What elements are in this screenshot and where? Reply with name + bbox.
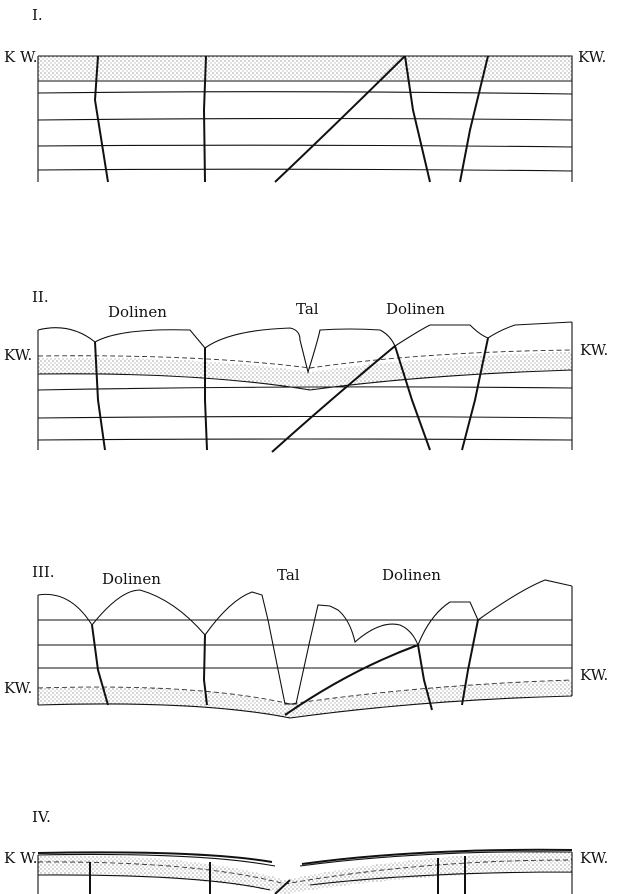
strata: [37, 579, 573, 719]
faults: [94, 337, 489, 453]
left-label: K W.: [4, 849, 38, 867]
panel-numeral: III.: [32, 563, 55, 581]
label: Tal: [277, 566, 300, 584]
left-label: KW.: [4, 679, 32, 697]
left-label: KW.: [4, 346, 32, 364]
label: Dolinen: [102, 570, 161, 588]
right-label: KW.: [580, 341, 608, 359]
water-line: [37, 349, 573, 369]
label: Tal: [296, 300, 319, 318]
panel-numeral: IV.: [32, 808, 51, 826]
label: Dolinen: [108, 303, 167, 321]
panel-4: IV. K W. KW.: [4, 808, 608, 894]
strata: [37, 321, 573, 450]
right-label: KW.: [580, 666, 608, 684]
sandstone: [38, 352, 572, 390]
strata: [37, 851, 573, 894]
panel-numeral: I.: [32, 6, 43, 24]
panel-1: I. K W. KW.: [4, 6, 606, 183]
sandstone: [38, 56, 572, 81]
faults: [93, 55, 489, 183]
right-label: KW.: [578, 48, 606, 66]
label: Dolinen: [382, 566, 441, 584]
faults: [37, 848, 573, 894]
right-label: KW.: [580, 849, 608, 867]
panel-numeral: II.: [32, 288, 49, 306]
faults: [91, 619, 479, 716]
panel-2: II. KW. KW. Dolinen Tal Dolinen: [4, 288, 608, 453]
left-label: K W.: [4, 48, 38, 66]
panel-3: III. KW. KW. Dolinen Tal Dolinen: [4, 563, 608, 719]
water-line: [37, 679, 573, 705]
label: Dolinen: [386, 300, 445, 318]
strata: [37, 55, 573, 182]
sandstone: [38, 680, 572, 718]
